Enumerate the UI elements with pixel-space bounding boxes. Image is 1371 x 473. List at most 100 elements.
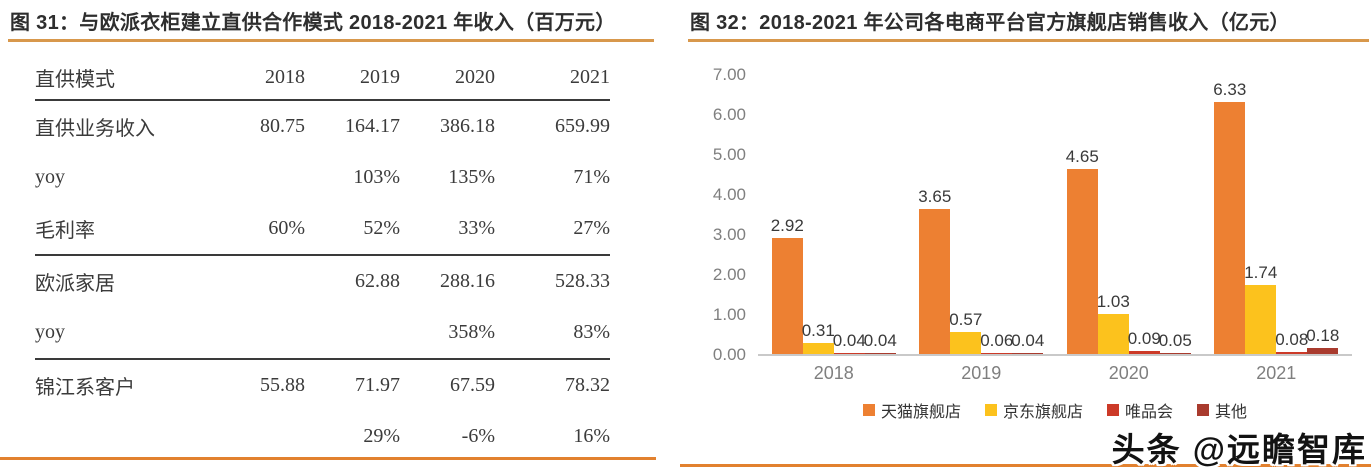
x-axis: 2018 2019 2020 2021 xyxy=(760,363,1350,384)
bar-value-label: 0.04 xyxy=(1011,331,1045,351)
bar-tmall-flagship-store xyxy=(1214,101,1246,355)
legend-label-jd-flagship-store: 京东旗舰店 xyxy=(1002,404,1083,421)
bar-jd-flagship-store xyxy=(1245,285,1277,355)
table-cell: 52% xyxy=(363,217,400,239)
bar-group-2021: 6.33 1.74 0.08 0.18 xyxy=(1203,55,1351,355)
table-row: 直供业务收入 80.75 164.17 386.18 659.99 xyxy=(35,101,610,152)
table-row: 欧派家居 62.88 288.16 528.33 xyxy=(35,256,610,307)
table-cell: 29% xyxy=(363,425,400,447)
table-row: 毛利率 60% 52% 33% 27% xyxy=(35,203,610,256)
figure-31-panel: 图 31：与欧派衣柜建立直供合作模式 2018-2021 年收入（百万元） 直供… xyxy=(0,0,656,473)
bar-column-tmall-flagship-store: 6.33 xyxy=(1213,79,1247,355)
bar-value-label: 0.05 xyxy=(1158,331,1192,350)
table-cell: 358% xyxy=(448,321,495,343)
table-cell: 164.17 xyxy=(345,115,400,137)
bar-value-label: 0.06 xyxy=(980,330,1014,350)
legend-item-vipshop: 唯品会 xyxy=(1107,398,1173,422)
table-cell: 288.16 xyxy=(440,270,495,292)
bar-value-label: 0.04 xyxy=(863,331,897,351)
table-cell: 16% xyxy=(573,425,610,447)
bar-value-label: 2.92 xyxy=(770,216,804,236)
legend-item-tmall-flagship-store: 天猫旗舰店 xyxy=(862,398,961,422)
bar-column-vipshop: 0.06 xyxy=(980,330,1014,355)
table-cell: 103% xyxy=(353,166,400,188)
bar-value-label: 0.09 xyxy=(1127,329,1161,349)
bar-column-tmall-flagship-store: 4.65 xyxy=(1066,147,1099,355)
bar-cluster: 3.65 0.57 0.06 0.04 xyxy=(918,187,1045,355)
y-tick-label: 7.00 xyxy=(712,65,746,84)
direct-supply-table: 直供模式 2018 2019 2020 2021 直供业务收入 80.75 164.17 386… xyxy=(35,55,610,462)
bar-cluster: 6.33 1.74 0.08 0.18 xyxy=(1213,79,1340,355)
y-tick-label: 2.00 xyxy=(712,265,746,284)
legend-swatch-vipshop xyxy=(1107,404,1119,416)
table-header-row: 直供模式 2018 2019 2020 2021 xyxy=(35,55,610,101)
bar-value-label: 3.65 xyxy=(918,187,952,206)
year-column-header: 2019 xyxy=(360,65,400,88)
figure-32-title: 图 32：2018-2021 年公司各电商平台官方旗舰店销售收入（亿元） xyxy=(690,12,1290,34)
table-cell: 71% xyxy=(573,166,610,188)
row-label: yoy xyxy=(35,166,65,188)
legend-label-tmall-flagship-store: 天猫旗舰店 xyxy=(880,404,961,421)
bar-vipshop xyxy=(1128,351,1160,355)
toutiao-watermark: 头条 @远瞻智库 xyxy=(1111,431,1367,468)
table-cell: -6% xyxy=(461,425,495,447)
year-column-header: 2018 xyxy=(265,65,305,88)
bar-group-2019: 3.65 0.57 0.06 0.04 xyxy=(908,55,1056,355)
legend-swatch-other xyxy=(1197,404,1210,416)
row-label: 欧派家居 xyxy=(35,273,115,295)
bar-value-label: 0.18 xyxy=(1306,325,1340,345)
y-tick-label: 5.00 xyxy=(712,145,746,164)
legend-item-jd-flagship-store: 京东旗舰店 xyxy=(984,398,1083,422)
bar-value-label: 0.04 xyxy=(832,331,866,351)
y-tick-label: 1.00 xyxy=(712,305,746,324)
bar-value-label: 0.57 xyxy=(949,310,983,330)
figure-32-title-underline xyxy=(688,39,1369,42)
legend-label-other: 其他 xyxy=(1215,404,1248,421)
figure-31-bottom-rule xyxy=(0,457,656,460)
row-label: 直供业务收入 xyxy=(35,118,155,140)
table-cell: 78.32 xyxy=(565,374,610,396)
bar-group-2020: 4.65 1.03 0.09 0.05 xyxy=(1055,55,1203,355)
bar-value-label: 6.33 xyxy=(1213,79,1247,99)
table-row: 29% -6% 16% xyxy=(35,411,610,462)
bar-column-vipshop: 0.04 xyxy=(832,331,866,355)
table-cell: 80.75 xyxy=(260,115,305,137)
table-row: yoy 103% 135% 71% xyxy=(35,152,610,203)
legend-swatch-jd-flagship-store xyxy=(984,404,997,416)
figure-32-bottom-rule xyxy=(680,464,1371,467)
bar-column-jd-flagship-store: 1.74 xyxy=(1244,263,1277,355)
bar-vipshop xyxy=(1276,351,1308,355)
table-cell: 27% xyxy=(573,217,610,239)
figure-31-title-underline xyxy=(8,39,654,42)
table-cell: 83% xyxy=(573,321,610,343)
bar-tmall-flagship-store xyxy=(919,209,951,355)
year-column-header: 2021 xyxy=(570,65,610,88)
table-cell: 33% xyxy=(458,217,495,239)
table-cell: 528.33 xyxy=(555,270,610,292)
bar-column-other: 0.05 xyxy=(1158,331,1192,355)
bar-vipshop xyxy=(981,352,1013,355)
bar-column-other: 0.04 xyxy=(863,331,897,355)
year-column-header: 2020 xyxy=(455,65,495,88)
y-tick-label: 4.00 xyxy=(712,185,746,204)
bar-tmall-flagship-store xyxy=(771,238,803,355)
table-row: 锦江系客户 55.88 71.97 67.59 78.32 xyxy=(35,360,610,411)
bar-column-vipshop: 0.09 xyxy=(1127,329,1161,355)
bar-column-jd-flagship-store: 0.57 xyxy=(949,310,983,355)
y-tick-label: 6.00 xyxy=(712,105,746,124)
row-label: 锦江系客户 xyxy=(35,377,135,399)
bar-column-other: 0.18 xyxy=(1306,325,1340,355)
x-axis-baseline xyxy=(758,354,1352,356)
x-axis-label: 2018 xyxy=(813,363,854,383)
plot-area: 2.92 0.31 0.04 0.04 3.65 0.57 0.06 0.04 4.65 1.03… xyxy=(760,55,1350,355)
legend-item-other: 其他 xyxy=(1197,398,1247,422)
y-tick-label: 0.00 xyxy=(712,345,746,364)
y-tick-label: 3.00 xyxy=(712,225,746,244)
bar-column-jd-flagship-store: 0.31 xyxy=(802,321,835,355)
table-cell: 135% xyxy=(448,166,495,188)
ecommerce-revenue-bar-chart: 2.92 0.31 0.04 0.04 3.65 0.57 0.06 0.04 4.65 1.03… xyxy=(680,55,1371,400)
bar-column-tmall-flagship-store: 3.65 xyxy=(918,187,952,355)
bar-jd-flagship-store xyxy=(950,332,982,355)
bar-value-label: 1.03 xyxy=(1096,291,1130,311)
